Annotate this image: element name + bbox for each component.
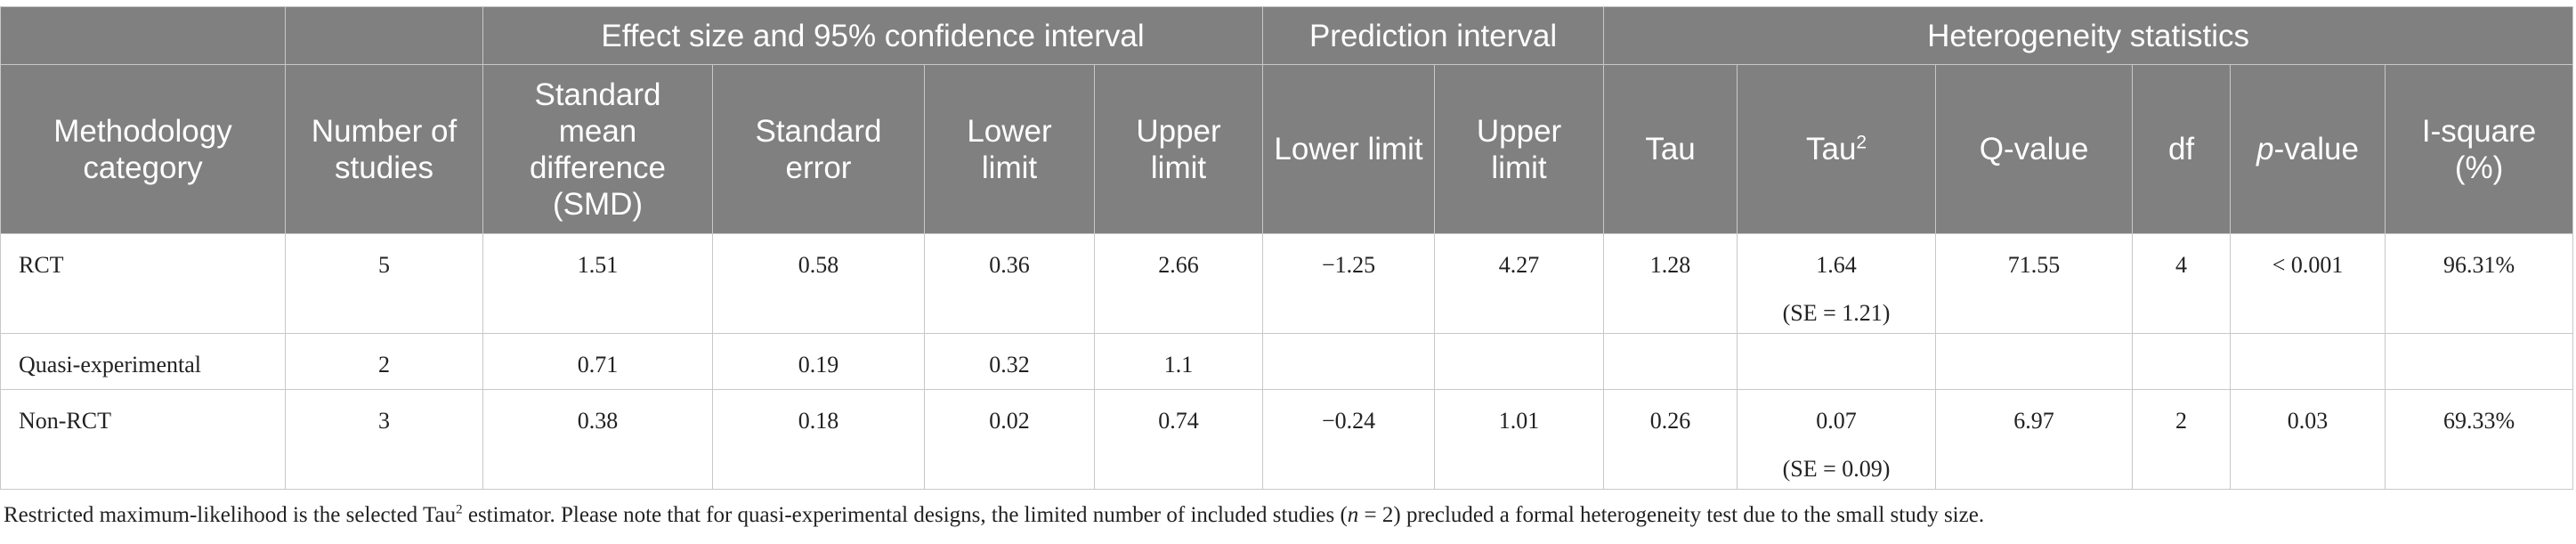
cell-number-of-studies: 3 [285, 389, 483, 490]
cell-q-value: 6.97 [1935, 389, 2134, 490]
cell-pi-upper-limit [1434, 333, 1605, 390]
col-i-square: I-square (%) [2385, 64, 2574, 234]
cell-number-of-studies: 5 [285, 233, 483, 334]
cell-standard-error: 0.19 [712, 333, 925, 390]
cell-p-value: < 0.001 [2230, 233, 2386, 334]
cell-lower-limit: 0.32 [924, 333, 1095, 390]
header-group-empty [0, 6, 286, 65]
cell-pi-lower-limit: −1.25 [1262, 233, 1436, 334]
col-p-value: p-value [2230, 64, 2386, 234]
col-methodology: Methodology category [0, 64, 286, 234]
cell-tau [1603, 333, 1738, 390]
cell-i-square [2385, 333, 2574, 390]
col-upper-limit: Upper limit [1093, 64, 1264, 234]
cell-df: 2 [2132, 389, 2232, 490]
cell-standard-error: 0.18 [712, 389, 925, 490]
cell-tau: 1.28 [1603, 233, 1738, 334]
footnote-n: n [1347, 503, 1359, 527]
cell-df [2132, 333, 2232, 390]
col-tau-squared-sup: 2 [1856, 132, 1867, 153]
col-tau: Tau [1603, 64, 1738, 234]
cell-number-of-studies: 2 [285, 333, 483, 390]
cell-upper-limit: 2.66 [1093, 233, 1264, 334]
cell-category: RCT [0, 233, 286, 334]
header-group-effect-size: Effect size and 95% confidence interval [482, 6, 1264, 65]
cell-tau-squared-value: 0.07 [1816, 408, 1857, 434]
col-p-value-rest: -value [2273, 132, 2359, 166]
cell-tau-squared [1737, 333, 1937, 390]
col-p-value-italic: p [2256, 132, 2274, 166]
footnote-part2: estimator. Please note that for quasi-ex… [462, 503, 1348, 527]
cell-i-square: 96.31% [2385, 233, 2574, 334]
cell-pi-upper-limit: 4.27 [1434, 233, 1605, 334]
col-pi-lower-limit: Lower limit [1262, 64, 1436, 234]
cell-p-value: 0.03 [2230, 389, 2386, 490]
table-row-non-rct: Non-RCT 3 0.38 0.18 0.02 0.74 −0.24 1.01… [0, 389, 2574, 490]
cell-df: 4 [2132, 233, 2232, 334]
header-group-row: Effect size and 95% confidence interval … [0, 6, 2574, 65]
table-row-quasi-experimental: Quasi-experimental 2 0.71 0.19 0.32 1.1 [0, 333, 2574, 390]
col-q-value: Q-value [1935, 64, 2134, 234]
cell-tau-squared-value: 1.64 [1816, 252, 1857, 278]
cell-smd: 0.38 [482, 389, 713, 490]
col-tau-squared-base: Tau [1805, 132, 1857, 166]
cell-pi-lower-limit [1262, 333, 1436, 390]
table-row-rct: RCT 5 1.51 0.58 0.36 2.66 −1.25 4.27 1.2… [0, 233, 2574, 334]
col-tau-squared: Tau2 [1737, 64, 1937, 234]
header-group-empty [285, 6, 483, 65]
table-footnote: Restricted maximum-likelihood is the sel… [4, 503, 2572, 528]
header-column-row: Methodology category Number of studies S… [0, 64, 2574, 234]
cell-tau: 0.26 [1603, 389, 1738, 490]
cell-smd: 0.71 [482, 333, 713, 390]
cell-tau-squared: 1.64 (SE = 1.21) [1737, 233, 1937, 334]
cell-q-value [1935, 333, 2134, 390]
cell-pi-lower-limit: −0.24 [1262, 389, 1436, 490]
cell-q-value: 71.55 [1935, 233, 2134, 334]
cell-tau-squared-se: (SE = 1.21) [1782, 300, 1891, 326]
cell-category: Non-RCT [0, 389, 286, 490]
col-pi-upper-limit: Upper limit [1434, 64, 1605, 234]
cell-pi-upper-limit: 1.01 [1434, 389, 1605, 490]
header-group-heterogeneity: Heterogeneity statistics [1603, 6, 2574, 65]
cell-lower-limit: 0.02 [924, 389, 1095, 490]
cell-i-square: 69.33% [2385, 389, 2574, 490]
cell-standard-error: 0.58 [712, 233, 925, 334]
cell-smd: 1.51 [482, 233, 713, 334]
footnote-sup: 2 [456, 502, 463, 517]
cell-lower-limit: 0.36 [924, 233, 1095, 334]
cell-upper-limit: 1.1 [1093, 333, 1264, 390]
col-number-of-studies: Number of studies [285, 64, 483, 234]
col-df: df [2132, 64, 2232, 234]
col-standard-error: Standard error [712, 64, 925, 234]
cell-tau-squared-se: (SE = 0.09) [1782, 456, 1891, 482]
cell-upper-limit: 0.74 [1093, 389, 1264, 490]
cell-tau-squared: 0.07 (SE = 0.09) [1737, 389, 1937, 490]
cell-p-value [2230, 333, 2386, 390]
col-lower-limit: Lower limit [924, 64, 1095, 234]
results-table: Effect size and 95% confidence interval … [0, 6, 2574, 490]
col-smd: Standard mean difference (SMD) [482, 64, 713, 234]
header-group-prediction-interval: Prediction interval [1262, 6, 1605, 65]
footnote-part1: Restricted maximum-likelihood is the sel… [4, 503, 457, 527]
footnote-part3: = 2) precluded a formal heterogeneity te… [1358, 503, 1985, 527]
cell-category: Quasi-experimental [0, 333, 286, 390]
